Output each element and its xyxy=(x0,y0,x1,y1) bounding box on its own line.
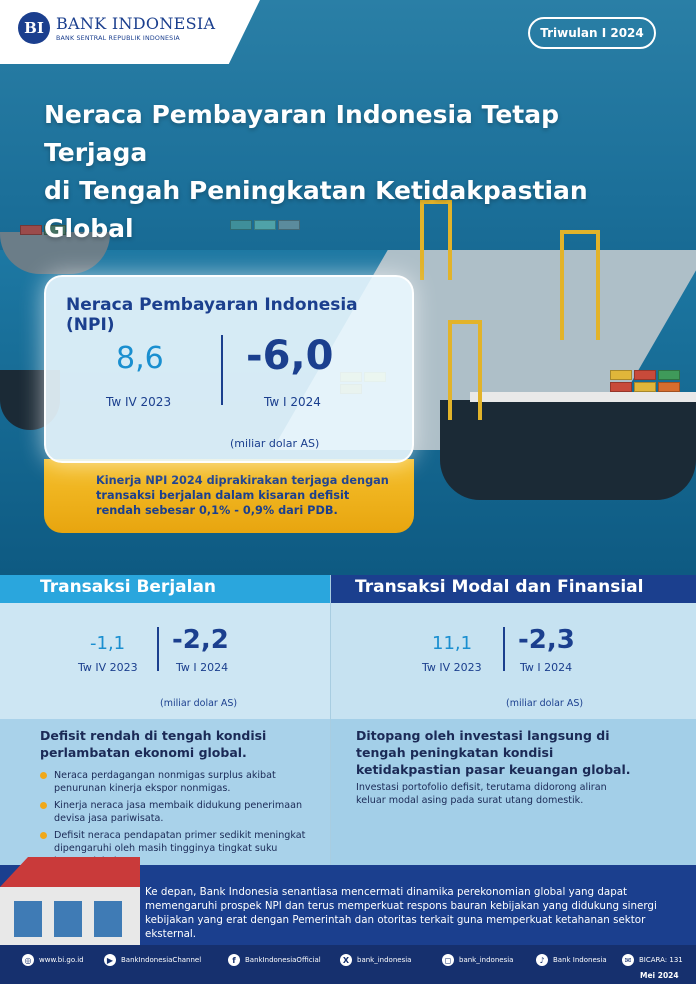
youtube-icon: ▶ xyxy=(104,954,116,966)
bullet-icon xyxy=(40,802,47,809)
current-account-prev-value: -1,1 xyxy=(90,633,126,654)
bullet-text: Neraca perdagangan nonmigas surplus akib… xyxy=(54,770,276,794)
bullet-icon xyxy=(40,772,47,779)
footer-x[interactable]: X bank_indonesia xyxy=(340,954,411,966)
npi-divider xyxy=(221,335,223,405)
warehouse-door xyxy=(14,901,42,937)
globe-icon: ◎ xyxy=(22,954,34,966)
crane-illustration xyxy=(420,200,452,280)
footer: ◎ www.bi.go.id ▶ BankIndonesiaChannel f … xyxy=(0,945,696,984)
npi-unit: (miliar dolar AS) xyxy=(230,437,320,450)
ship-illustration-far xyxy=(0,232,110,274)
period-badge: Triwulan I 2024 xyxy=(528,17,656,49)
container-illustration xyxy=(254,220,276,230)
footer-x-label: bank_indonesia xyxy=(357,956,412,964)
container-illustration xyxy=(610,382,632,392)
bullet-icon xyxy=(40,832,47,839)
page-title: Neraca Pembayaran Indonesia Tetap Terjag… xyxy=(44,96,664,248)
current-account-unit: (miliar dolar AS) xyxy=(160,698,238,709)
current-account-title: Transaksi Berjalan xyxy=(40,577,217,597)
footer-youtube[interactable]: ▶ BankIndonesiaChannel xyxy=(104,954,201,966)
footer-youtube-label: BankIndonesiaChannel xyxy=(121,956,202,964)
warehouse-roof xyxy=(0,857,140,887)
crane-illustration xyxy=(560,230,600,340)
footer-date: Mei 2024 xyxy=(640,971,679,980)
npi-curr-label: Tw I 2024 xyxy=(264,395,321,409)
capital-account-unit: (miliar dolar AS) xyxy=(506,698,584,709)
ship-illustration xyxy=(440,400,696,500)
npi-note-text: Kinerja NPI 2024 diprakirakan terjaga de… xyxy=(96,474,389,517)
npi-curr-value: -6,0 xyxy=(246,333,334,379)
container-illustration xyxy=(658,370,680,380)
footer-facebook-label: BankIndonesiaOfficial xyxy=(245,956,321,964)
brand-tagline: BANK SENTRAL REPUBLIK INDONESIA xyxy=(56,35,180,42)
footer-bicara[interactable]: ✉ BICARA: 131 xyxy=(622,954,683,966)
closing-text: Ke depan, Bank Indonesia senantiasa menc… xyxy=(145,886,657,940)
footer-instagram-label: bank_indonesia xyxy=(459,956,514,964)
capital-account-curr-value: -2,3 xyxy=(518,625,575,655)
capital-account-title: Transaksi Modal dan Finansial xyxy=(355,577,644,597)
page-title-line2: di Tengah Peningkatan Ketidakpastian Glo… xyxy=(44,176,588,243)
container-illustration xyxy=(44,225,66,235)
capital-account-desc-text: Investasi portofolio defisit, terutama d… xyxy=(356,782,607,806)
footer-bicara-label: BICARA: 131 xyxy=(639,956,683,964)
footer-tiktok[interactable]: ♪ Bank Indonesia xyxy=(536,954,607,966)
current-account-curr-label: Tw I 2024 xyxy=(176,661,229,674)
current-account-header: Transaksi Berjalan xyxy=(0,575,330,603)
current-account-desc-title: Defisit rendah di tengah kondisi perlamb… xyxy=(40,728,267,760)
footer-tiktok-label: Bank Indonesia xyxy=(553,956,607,964)
capital-account-prev-value: 11,1 xyxy=(432,633,473,654)
bullet-text: Kinerja neraca jasa membaik didukung pen… xyxy=(54,800,303,824)
capital-account-prev-label: Tw IV 2023 xyxy=(422,661,482,674)
capital-account-desc-title: Ditopang oleh investasi langsung di teng… xyxy=(356,728,631,777)
instagram-icon: ◻ xyxy=(442,954,454,966)
x-icon: X xyxy=(340,954,352,966)
npi-title: Neraca Pembayaran Indonesia (NPI) xyxy=(66,295,358,335)
closing-banner: Ke depan, Bank Indonesia senantiasa menc… xyxy=(0,857,696,945)
footer-facebook[interactable]: f BankIndonesiaOfficial xyxy=(228,954,321,966)
npi-note: Kinerja NPI 2024 diprakirakan terjaga de… xyxy=(44,459,414,533)
container-illustration xyxy=(278,220,300,230)
container-illustration xyxy=(20,225,42,235)
capital-account-desc-panel xyxy=(331,719,696,865)
list-item: Neraca perdagangan nonmigas surplus akib… xyxy=(40,769,310,795)
list-item: Kinerja neraca jasa membaik didukung pen… xyxy=(40,799,310,825)
current-account-curr-value: -2,2 xyxy=(172,625,229,655)
capital-account-divider xyxy=(503,627,505,671)
container-illustration xyxy=(230,220,252,230)
container-illustration xyxy=(658,382,680,392)
capital-account-curr-label: Tw I 2024 xyxy=(520,661,573,674)
current-account-desc-panel xyxy=(0,719,330,865)
current-account-divider xyxy=(157,627,159,671)
accounts-section: Transaksi Berjalan Transaksi Modal dan F… xyxy=(0,575,696,867)
warehouse-door xyxy=(94,901,122,937)
npi-prev-value: 8,6 xyxy=(116,341,164,376)
chat-icon: ✉ xyxy=(622,954,634,966)
footer-instagram[interactable]: ◻ bank_indonesia xyxy=(442,954,513,966)
hero-banner: BI BANK INDONESIA BANK SENTRAL REPUBLIK … xyxy=(0,0,696,575)
bank-logo-icon: BI xyxy=(18,12,50,44)
container-illustration xyxy=(610,370,632,380)
section-divider xyxy=(330,575,331,865)
warehouse-door xyxy=(54,901,82,937)
footer-website[interactable]: ◎ www.bi.go.id xyxy=(22,954,84,966)
capital-account-header: Transaksi Modal dan Finansial xyxy=(331,575,696,603)
npi-card: Neraca Pembayaran Indonesia (NPI) 8,6 Tw… xyxy=(44,275,414,463)
current-account-prev-label: Tw IV 2023 xyxy=(78,661,138,674)
page-title-line1: Neraca Pembayaran Indonesia Tetap Terjag… xyxy=(44,100,560,167)
npi-prev-label: Tw IV 2023 xyxy=(106,395,172,409)
footer-website-label: www.bi.go.id xyxy=(39,956,84,964)
container-illustration xyxy=(634,382,656,392)
ship-deck-illustration xyxy=(470,392,696,402)
facebook-icon: f xyxy=(228,954,240,966)
tiktok-icon: ♪ xyxy=(536,954,548,966)
warehouse-illustration xyxy=(0,857,140,945)
crane-illustration xyxy=(448,320,482,420)
brand-name: BANK INDONESIA xyxy=(56,14,216,33)
container-illustration xyxy=(634,370,656,380)
